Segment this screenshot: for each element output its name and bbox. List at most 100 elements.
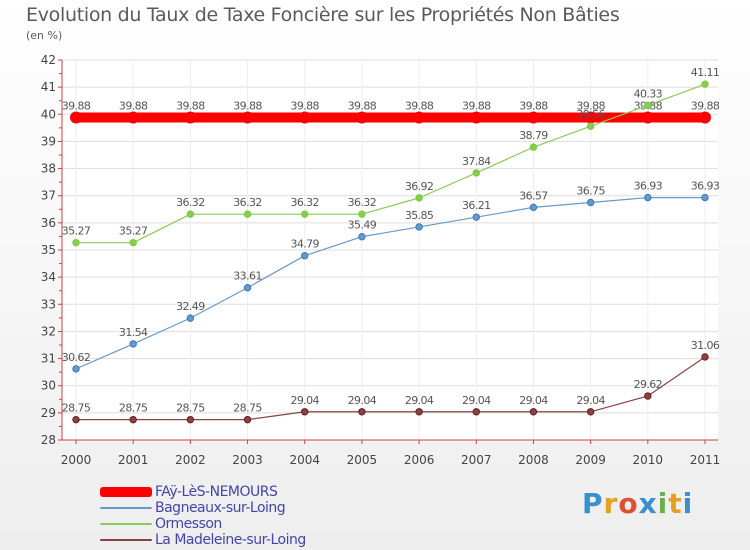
x-tick-label: 2005 [347,453,378,467]
logo-letter: o [618,487,639,520]
data-point [415,194,423,202]
data-label: 36.21 [462,199,491,212]
data-label: 34.79 [290,238,319,251]
proxiti-logo: Proxiti [582,487,693,520]
x-tick-label: 2007 [461,453,492,467]
data-label: 36.32 [290,196,319,209]
data-label: 29.04 [576,394,605,407]
data-label: 39.88 [348,100,377,113]
data-point [298,111,311,124]
data-point [72,415,80,424]
data-point [129,415,137,424]
data-label: 39.88 [62,100,91,113]
data-point [186,314,195,322]
y-tick-label: 30 [41,379,56,393]
y-tick-label: 41 [41,80,56,94]
data-point [415,223,423,231]
data-point [586,198,595,207]
data-label: 39.88 [119,100,148,113]
legend-swatch [100,539,152,541]
data-label: 29.04 [405,394,434,407]
data-point [186,415,195,424]
x-tick-label: 2011 [690,453,721,467]
data-label: 28.75 [176,402,205,415]
legend-item-madeleine: La Madeleine-sur-Loing [100,532,306,548]
data-label: 28.75 [233,402,262,415]
data-label: 28.75 [119,402,148,415]
data-label: 29.62 [634,378,663,391]
y-tick-label: 34 [41,270,56,284]
legend-label: Bagneaux-sur-Loing [155,500,286,516]
data-label: 41.11 [691,66,720,79]
data-point [701,353,709,361]
data-label: 39.88 [290,100,319,113]
data-point [415,408,423,416]
data-label: 38.79 [519,129,548,142]
data-label: 28.75 [62,402,91,415]
data-point [358,408,366,416]
y-tick-label: 42 [41,53,56,67]
data-label: 39.88 [233,100,262,113]
x-tick-label: 2009 [575,453,606,467]
data-point [241,111,254,124]
data-point [527,111,540,124]
logo-letter: t [668,487,683,520]
data-label: 32.49 [176,300,205,313]
data-label: 33.61 [233,270,262,283]
data-label: 36.75 [576,185,605,198]
y-tick-label: 37 [41,189,56,203]
data-label: 39.88 [576,100,605,113]
y-tick-label: 35 [41,243,56,257]
x-tick-label: 2004 [289,453,320,467]
data-label: 39.88 [691,100,720,113]
legend-swatch [100,523,152,525]
y-tick-label: 40 [41,107,56,121]
logo-letter: i [682,487,694,520]
y-tick-label: 29 [41,406,56,420]
data-point [472,169,480,177]
y-tick-label: 36 [41,216,56,230]
y-tick-label: 33 [41,297,56,311]
data-point [413,111,426,124]
logo-letter: r [603,487,619,520]
x-tick-label: 2008 [518,453,549,467]
data-point [358,210,366,218]
data-label: 35.27 [119,225,148,238]
logo-letter: i [657,487,669,520]
data-label: 36.32 [233,196,262,209]
y-tick-label: 28 [41,433,56,447]
data-label: 39.88 [462,100,491,113]
data-label: 36.93 [691,180,720,193]
data-label: 39.88 [405,100,434,113]
data-point [301,252,309,260]
data-label: 29.04 [290,394,319,407]
data-point [529,203,538,212]
y-tick-label: 38 [41,162,56,176]
series-line [75,83,706,244]
data-point [529,143,538,151]
data-label: 36.57 [519,189,548,202]
data-label: 29.04 [462,394,491,407]
data-point [584,111,597,124]
data-point [72,365,80,373]
x-tick-label: 2000 [61,453,92,467]
unit-label: (en %) [26,29,63,42]
x-tick-label: 2006 [404,453,435,467]
data-label: 36.92 [405,180,434,193]
legend-item-ormesson: Ormesson [100,516,306,532]
data-label: 39.56 [576,108,605,121]
data-label: 31.06 [691,339,720,352]
legend-label: La Madeleine-sur-Loing [155,532,306,548]
data-label: 35.27 [62,225,91,238]
data-label: 29.04 [348,394,377,407]
data-point [186,210,195,218]
legend-label: FAÿ-LèS-NEMOURS [155,484,278,500]
data-label: 37.84 [462,155,491,168]
data-point [472,408,480,416]
legend-item-fay: FAÿ-LèS-NEMOURS [100,484,306,500]
logo-letter: P [582,487,604,520]
data-point [586,408,595,416]
data-label: 36.32 [348,196,377,209]
data-point [472,213,480,221]
